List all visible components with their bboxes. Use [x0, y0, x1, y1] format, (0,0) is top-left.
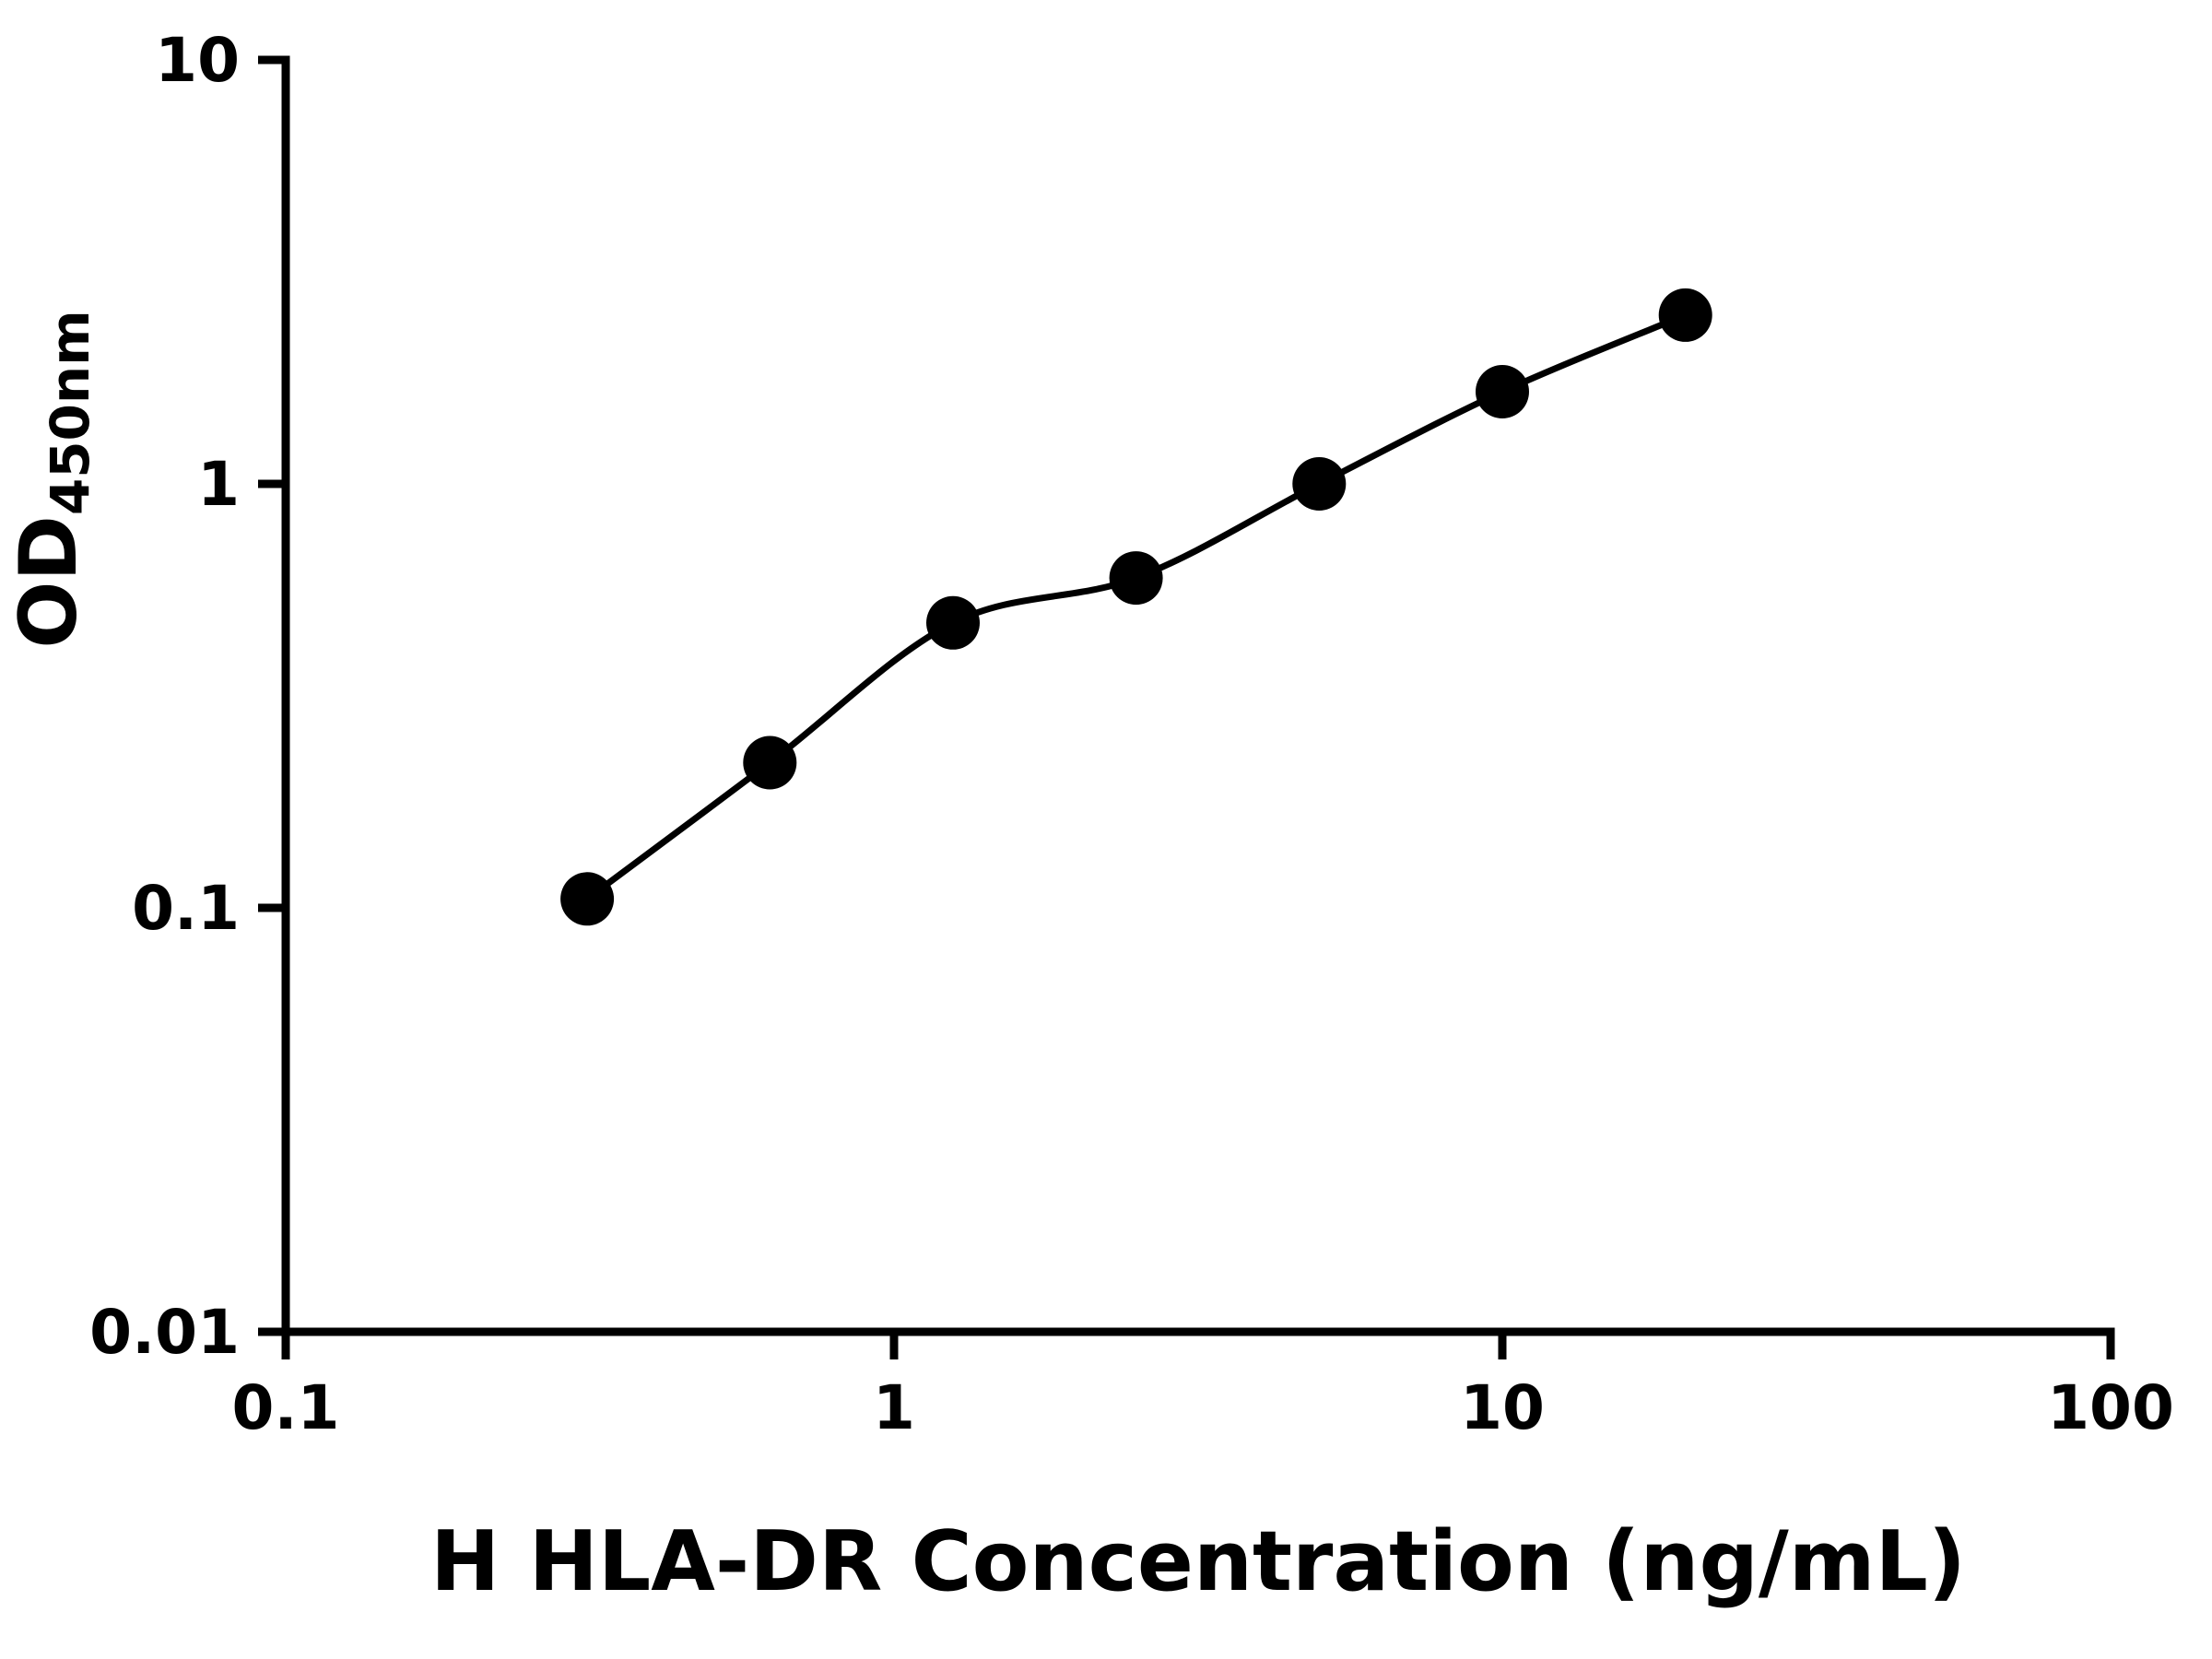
y-axis-title-main: OD	[3, 515, 95, 649]
x-axis-title: H HLA-DR Concentration (ng/mL)	[430, 1513, 1966, 1610]
x-tick-label: 0.1	[232, 1372, 340, 1443]
x-tick-label: 1	[873, 1372, 915, 1443]
x-tick-label: 100	[2047, 1372, 2174, 1443]
data-point	[1658, 288, 1712, 342]
data-point	[1292, 457, 1347, 511]
x-tick-label: 10	[1460, 1372, 1545, 1443]
y-tick-label: 0.01	[89, 1297, 240, 1368]
y-tick-label: 1	[197, 449, 240, 520]
y-axis-title-subscript: 450nm	[39, 310, 101, 515]
data-point	[926, 595, 980, 650]
data-point	[1109, 551, 1163, 606]
y-tick-label: 10	[155, 25, 240, 96]
y-tick-label: 0.1	[132, 873, 240, 944]
data-point	[560, 872, 615, 926]
y-axis-title: OD450nm	[3, 310, 101, 648]
data-point	[1476, 365, 1529, 418]
data-point	[743, 735, 797, 790]
